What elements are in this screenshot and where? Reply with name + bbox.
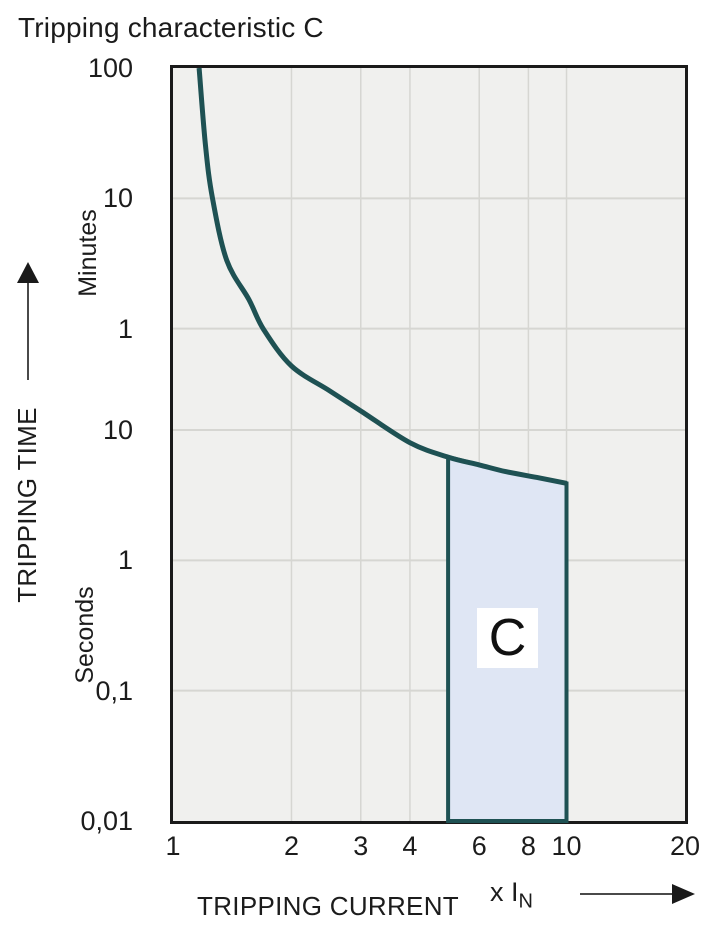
chart-canvas: [173, 67, 685, 823]
plot-area: [170, 65, 688, 824]
x-tick-label: 20: [669, 831, 701, 861]
y-tick-label: 0,01: [80, 806, 133, 836]
y-tick-label: 10: [102, 415, 133, 446]
x-tick-label: 4: [402, 831, 418, 861]
x-axis-right-arrow-icon: [672, 884, 695, 904]
x-axis-unit: x IN: [490, 877, 533, 913]
x-tick-label: 1: [165, 831, 181, 861]
y-axis-arrow-stem: [27, 282, 29, 380]
x-axis-title: TRIPPING CURRENT: [197, 891, 459, 921]
x-tick-label: 8: [520, 831, 536, 861]
y-axis-up-arrow-icon: [17, 262, 39, 283]
x-axis-unit-subscript: N: [518, 890, 533, 913]
x-tick-label: 2: [283, 831, 299, 861]
y-tick-label: 1: [117, 313, 133, 344]
page-title: Tripping characteristic C: [18, 12, 324, 43]
y-tick-label: 10: [102, 183, 133, 214]
y-tick-label: 1: [117, 545, 133, 576]
trip-curve: [196, 67, 567, 486]
y-tick-label: 0,1: [95, 675, 133, 706]
x-axis-unit-text: x I: [490, 877, 519, 907]
x-axis-arrow-stem: [580, 893, 673, 895]
y-tick-label: 100: [87, 53, 133, 83]
region-label-c: C: [477, 608, 538, 668]
x-tick-label: 10: [551, 831, 582, 861]
x-tick-label: 6: [471, 831, 487, 861]
x-tick-label: 3: [353, 831, 369, 861]
